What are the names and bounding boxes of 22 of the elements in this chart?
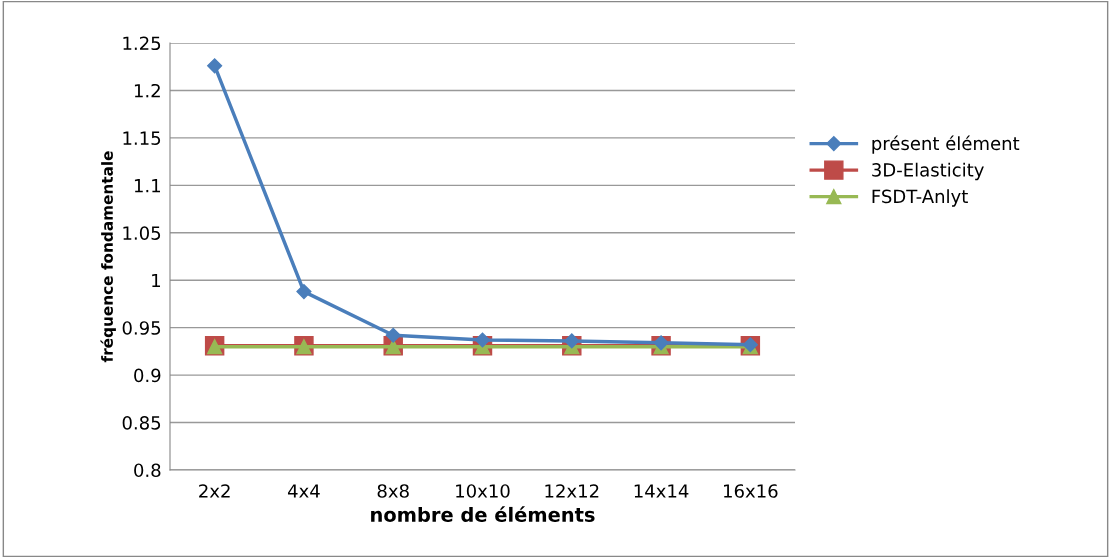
y-tick-label: 1.2 [134, 83, 160, 98]
x-tick-label: 16x16 [724, 484, 778, 498]
legend-label: FSDT-Anlyt [872, 189, 968, 207]
y-tick-label: 1 [152, 273, 160, 288]
y-tick-label: 0.85 [122, 416, 161, 430]
y-tick-label: 1.15 [123, 131, 161, 146]
x-tick-label: 8x8 [377, 484, 409, 498]
x-tick-label: 14x14 [634, 484, 689, 498]
legend-label: 3D-Elasticity [872, 162, 984, 181]
x-tick-label: 2x2 [199, 484, 230, 498]
y-tick-label: 1.05 [123, 226, 161, 240]
y-axis-title: fréquence fondamentale [100, 151, 116, 363]
y-tick-label: 0.8 [134, 463, 161, 478]
x-tick-label: 10x10 [456, 484, 510, 498]
y-tick-label: 0.95 [122, 321, 161, 335]
x-tick-label: 12x12 [545, 484, 599, 498]
y-tick-label: 1.25 [123, 36, 161, 51]
y-tick-label: 1.1 [134, 179, 160, 193]
x-tick-label: 4x4 [287, 484, 320, 498]
legend-label: présent élément [872, 135, 1020, 154]
x-axis-title: nombre de éléments [371, 506, 595, 522]
y-tick-label: 0.9 [134, 368, 161, 383]
